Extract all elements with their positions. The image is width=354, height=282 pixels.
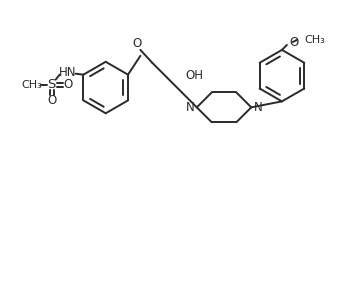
Text: CH₃: CH₃ (22, 80, 42, 90)
Text: N: N (254, 101, 263, 114)
Text: O: O (133, 38, 142, 50)
Text: HN: HN (59, 66, 76, 79)
Text: N: N (185, 101, 194, 114)
Text: S: S (47, 78, 56, 91)
Text: CH₃: CH₃ (305, 35, 325, 45)
Text: O: O (47, 94, 56, 107)
Text: O: O (289, 36, 298, 49)
Text: OH: OH (185, 69, 203, 82)
Text: O: O (63, 78, 72, 91)
